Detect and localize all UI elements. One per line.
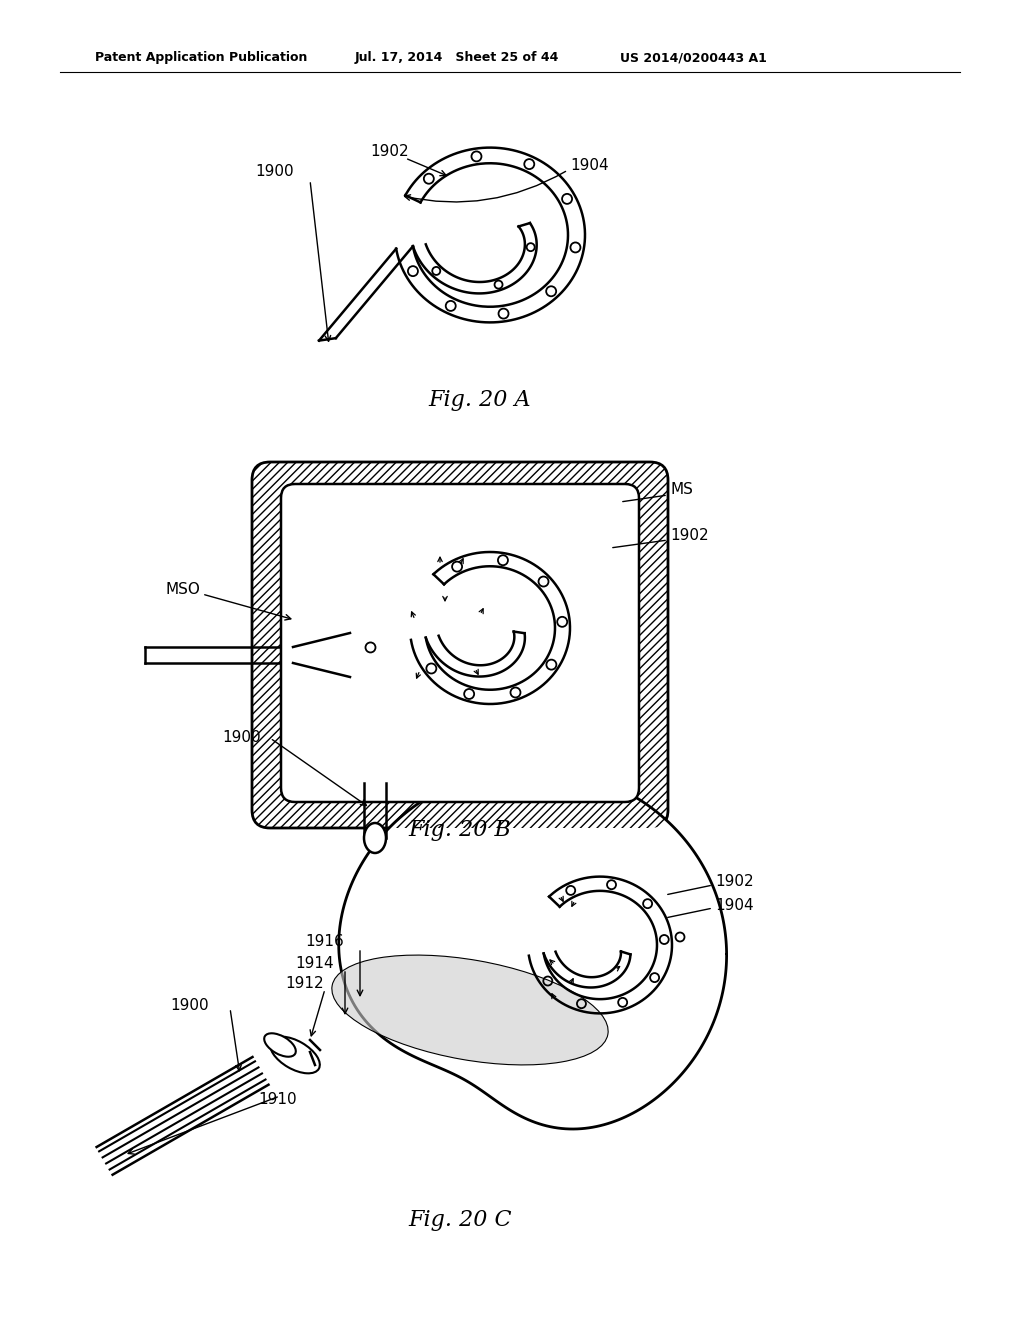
- Ellipse shape: [264, 1034, 296, 1057]
- Text: Fig. 20 A: Fig. 20 A: [429, 389, 531, 411]
- Text: 1916: 1916: [305, 935, 344, 949]
- Text: 1914: 1914: [295, 956, 334, 970]
- Ellipse shape: [332, 956, 608, 1065]
- Text: 1904: 1904: [715, 898, 754, 912]
- Ellipse shape: [364, 822, 386, 853]
- Text: Patent Application Publication: Patent Application Publication: [95, 51, 307, 65]
- Ellipse shape: [270, 1036, 319, 1073]
- Text: MS: MS: [670, 483, 693, 498]
- Polygon shape: [293, 634, 350, 677]
- Text: 1910: 1910: [258, 1093, 297, 1107]
- Text: 1900: 1900: [255, 165, 294, 180]
- Text: 1900: 1900: [170, 998, 209, 1012]
- Text: Fig. 20 C: Fig. 20 C: [409, 1209, 512, 1232]
- FancyBboxPatch shape: [281, 484, 639, 803]
- Text: 1902: 1902: [370, 144, 409, 160]
- Text: 1902: 1902: [715, 874, 754, 890]
- Text: Fig. 20 B: Fig. 20 B: [409, 818, 511, 841]
- Text: 1904: 1904: [570, 157, 608, 173]
- Text: 1902: 1902: [670, 528, 709, 543]
- Polygon shape: [339, 768, 727, 1129]
- Text: US 2014/0200443 A1: US 2014/0200443 A1: [620, 51, 767, 65]
- Text: Jul. 17, 2014   Sheet 25 of 44: Jul. 17, 2014 Sheet 25 of 44: [355, 51, 559, 65]
- Text: MSO: MSO: [165, 582, 200, 598]
- FancyBboxPatch shape: [252, 462, 668, 828]
- Text: 1912: 1912: [285, 975, 324, 990]
- Text: 1900: 1900: [222, 730, 261, 746]
